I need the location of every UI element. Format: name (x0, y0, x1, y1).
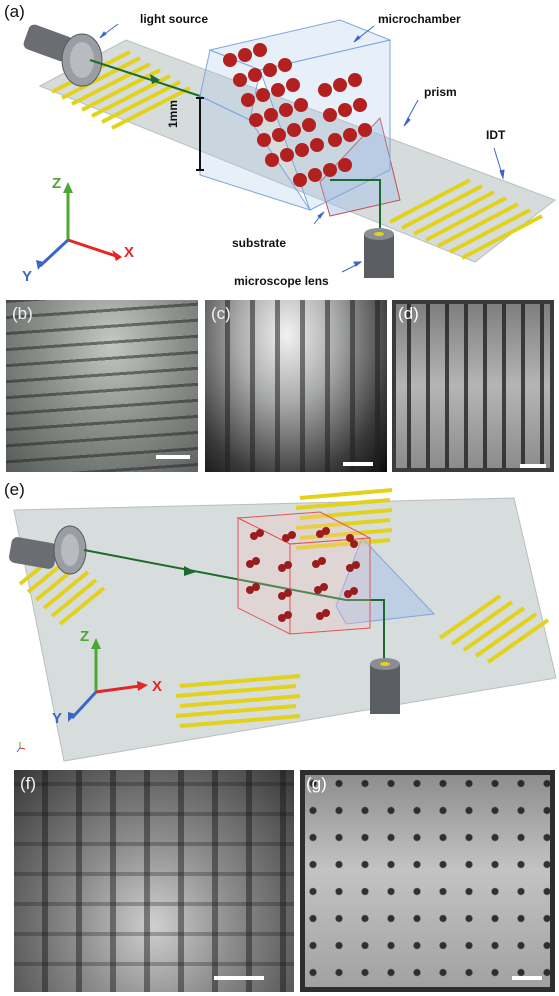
axis-x-label-a: X (124, 244, 134, 261)
microscope-lens-device (364, 228, 394, 278)
micrograph-c: (c) (205, 300, 387, 472)
scale-bar-b (156, 455, 190, 459)
panel-label-d: (d) (398, 304, 419, 324)
label-1mm: 1mm (166, 100, 180, 128)
panel-e-diagram (0, 478, 559, 768)
microscope-lens-device-e (370, 658, 400, 714)
panel-label-c: (c) (211, 304, 231, 324)
micrograph-g: (g) (300, 770, 555, 992)
label-light-source: light source (140, 12, 208, 26)
label-microchamber: microchamber (378, 12, 461, 26)
scale-bar-f (214, 976, 264, 980)
panel-label-f: (f) (20, 774, 36, 794)
axis-y-label-a: Y (22, 268, 32, 285)
micrograph-b: (b) (6, 300, 198, 472)
label-substrate: substrate (232, 236, 286, 250)
label-idt: IDT (486, 128, 505, 142)
scale-bar-g (512, 976, 542, 980)
panel-label-a: (a) (4, 2, 25, 22)
origin-icon (17, 742, 25, 752)
axis-z-label-e: Z (80, 628, 89, 645)
panel-label-b: (b) (12, 304, 33, 324)
panel-e: (e) Z X Y (0, 478, 559, 768)
axis-z-label-a: Z (52, 175, 61, 192)
panel-a: (a) light source microchamber prism IDT … (0, 0, 559, 290)
scale-bar-d (520, 464, 546, 468)
label-microscope-lens: microscope lens (234, 274, 329, 288)
axis-x-label-e: X (152, 678, 162, 695)
panel-label-e: (e) (4, 480, 25, 500)
axis-y-label-e: Y (52, 710, 62, 727)
micrograph-f: (f) (14, 770, 294, 992)
label-prism: prism (424, 85, 457, 99)
scale-bar-c (343, 462, 373, 466)
micrograph-d: (d) (392, 300, 554, 472)
axes-a (36, 182, 122, 270)
panel-label-g: (g) (306, 774, 327, 794)
